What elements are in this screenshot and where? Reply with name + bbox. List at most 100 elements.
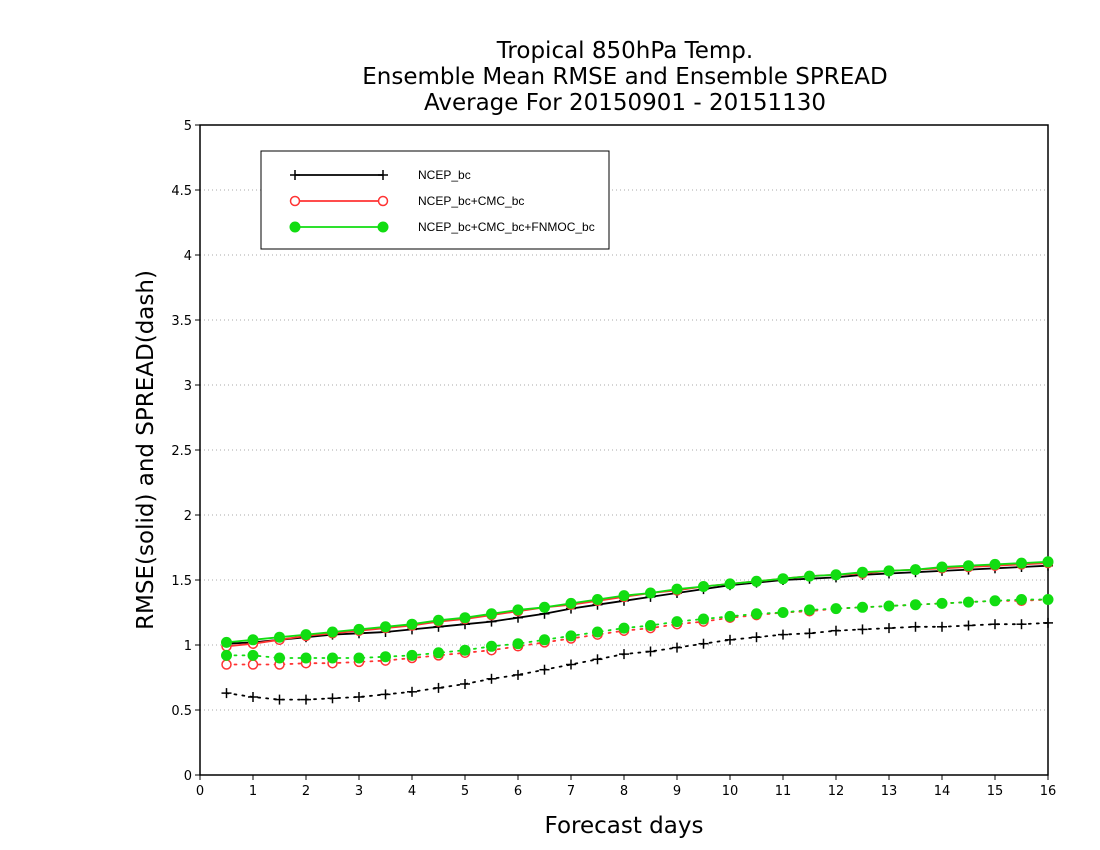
rmse-point-ncep-bc-cmc-bc-fnmoc-bc [645, 587, 656, 599]
spread-point-ncep-bc-cmc-bc-fnmoc-bc [936, 597, 948, 609]
spread-point-ncep-bc-cmc-bc-fnmoc-bc [486, 640, 497, 652]
spread-point-ncep-bc [460, 679, 470, 689]
rmse-point-ncep-bc-cmc-bc-fnmoc-bc [247, 634, 259, 646]
spread-point-ncep-bc-cmc-bc-fnmoc-bc [247, 649, 259, 661]
x-tick-label: 4 [408, 784, 416, 799]
title-line-1: Tropical 850hPa Temp. [496, 38, 753, 64]
spread-point-ncep-bc [698, 638, 709, 649]
spread-point-ncep-bc-cmc-bc-fnmoc-bc [592, 626, 603, 638]
series-layer [221, 556, 1054, 705]
spread-point-ncep-bc [592, 654, 603, 665]
grid [200, 189, 1048, 711]
spread-point-ncep-bc-cmc-bc-fnmoc-bc [857, 601, 868, 613]
spread-point-ncep-bc-cmc-bc-fnmoc-bc [804, 604, 815, 616]
spread-point-ncep-bc-cmc-bc-fnmoc-bc [963, 596, 974, 608]
x-tick-label: 14 [934, 784, 951, 799]
spread-point-ncep-bc [221, 688, 232, 699]
legend-label: NCEP_bc+CMC_bc [418, 194, 524, 208]
spread-point-ncep-bc [248, 692, 258, 702]
rmse-point-ncep-bc-cmc-bc-fnmoc-bc [380, 621, 391, 633]
spread-point-ncep-bc-cmc-bc-fnmoc-bc [300, 652, 312, 664]
spread-point-ncep-bc [725, 634, 735, 645]
spread-point-ncep-bc [566, 659, 576, 670]
legend-item-ncep-bc-cmc-bc: NCEP_bc+CMC_bc [289, 194, 524, 208]
spread-point-ncep-bc [831, 625, 841, 636]
spread-point-ncep-bc [751, 632, 762, 643]
x-axis-label: Forecast days [545, 813, 704, 839]
spread-point-ncep-bc-cmc-bc [221, 659, 232, 670]
spread-point-ncep-bc-cmc-bc-fnmoc-bc [777, 607, 789, 618]
legend-item-ncep-bc-cmc-bc-fnmoc-bc: NCEP_bc+CMC_bc+FNMOC_bc [289, 220, 595, 234]
spread-point-ncep-bc [990, 619, 1000, 630]
rmse-point-ncep-bc-cmc-bc-fnmoc-bc [353, 623, 365, 635]
spread-point-ncep-bc-cmc-bc-fnmoc-bc [645, 620, 656, 631]
rmse-point-ncep-bc-cmc-bc-fnmoc-bc [883, 565, 895, 577]
spread-point-ncep-bc [1016, 619, 1027, 630]
spread-point-ncep-bc-cmc-bc-fnmoc-bc [751, 608, 762, 620]
spread-point-ncep-bc [937, 621, 947, 632]
x-tick-label: 9 [673, 784, 681, 799]
title-line-3: Average For 20150901 - 20151130 [424, 90, 826, 116]
spread-point-ncep-bc [804, 628, 815, 639]
spread-point-ncep-bc [910, 621, 921, 632]
spread-point-ncep-bc-cmc-bc-fnmoc-bc [830, 603, 842, 615]
rmse-point-ncep-bc-cmc-bc-fnmoc-bc [671, 583, 683, 595]
spread-point-ncep-bc-cmc-bc-fnmoc-bc [512, 638, 524, 650]
rmse-point-ncep-bc-cmc-bc-fnmoc-bc [274, 631, 285, 643]
spread-point-ncep-bc-cmc-bc-fnmoc-bc [459, 644, 471, 656]
rmse-point-ncep-bc-cmc-bc-fnmoc-bc [698, 581, 709, 592]
rmse-point-ncep-bc-cmc-bc-fnmoc-bc [592, 594, 603, 605]
rmse-point-ncep-bc-cmc-bc-fnmoc-bc [751, 575, 762, 587]
y-axis-label: RMSE(solid) and SPREAD(dash) [133, 270, 159, 630]
y-tick-label: 5 [184, 119, 192, 134]
y-tick-label: 0 [184, 769, 192, 784]
legend-marker [377, 221, 389, 233]
spread-point-ncep-bc [486, 673, 497, 684]
legend: NCEP_bc NCEP_bc+CMC_bc NCEP_bc+CMC_bc+FNMO… [260, 150, 610, 250]
rmse-point-ncep-bc-cmc-bc-fnmoc-bc [989, 558, 1001, 570]
y-axis: 0 0.5 1 1.5 2 2.5 3 3.5 4 4.5 5 [171, 119, 200, 784]
rmse-point-ncep-bc-cmc-bc-fnmoc-bc [910, 564, 921, 576]
x-tick-label: 15 [987, 784, 1004, 799]
rmse-point-ncep-bc-cmc-bc-fnmoc-bc [724, 578, 736, 590]
legend-box [260, 150, 610, 250]
y-tick-label: 1.5 [171, 574, 192, 589]
y-tick-label: 2.5 [171, 444, 192, 459]
x-tick-label: 7 [567, 784, 575, 799]
rmse-point-ncep-bc-cmc-bc-fnmoc-bc [406, 618, 418, 630]
legend-label: NCEP_bc [418, 168, 471, 182]
rmse-point-ncep-bc-cmc-bc-fnmoc-bc [804, 570, 815, 582]
rmse-line-ncep-bc-cmc-bc-fnmoc-bc [226, 560, 1049, 644]
spread-point-ncep-bc [513, 669, 523, 680]
x-tick-label: 13 [881, 784, 898, 799]
rmse-point-ncep-bc-cmc-bc-fnmoc-bc [963, 560, 974, 572]
spread-point-ncep-bc [327, 693, 338, 704]
x-tick-label: 0 [196, 784, 204, 799]
spread-point-ncep-bc-cmc-bc-fnmoc-bc [565, 630, 577, 642]
rmse-point-ncep-bc-cmc-bc-fnmoc-bc [327, 626, 338, 638]
spread-point-ncep-bc-cmc-bc-fnmoc-bc [698, 613, 709, 625]
x-tick-label: 8 [620, 784, 628, 799]
spread-point-ncep-bc-cmc-bc-fnmoc-bc [989, 595, 1001, 607]
y-tick-label: 2 [184, 509, 192, 524]
rmse-point-ncep-bc-cmc-bc-fnmoc-bc [300, 629, 312, 641]
spread-point-ncep-bc [274, 694, 285, 705]
spread-line-ncep-bc-cmc-bc-fnmoc-bc [225, 598, 1049, 659]
spread-point-ncep-bc [433, 682, 444, 693]
x-tick-label: 6 [514, 784, 522, 799]
spread-point-ncep-bc-cmc-bc-fnmoc-bc [327, 652, 338, 664]
x-tick-label: 5 [461, 784, 469, 799]
spread-point-ncep-bc [645, 646, 656, 657]
legend-marker [289, 195, 301, 207]
rmse-point-ncep-bc-cmc-bc-fnmoc-bc [221, 636, 232, 648]
legend-marker [377, 195, 389, 207]
spread-point-ncep-bc-cmc-bc-fnmoc-bc [671, 616, 683, 628]
spread-point-ncep-bc-cmc-bc-fnmoc-bc [380, 651, 391, 663]
rmse-point-ncep-bc-cmc-bc-fnmoc-bc [565, 597, 577, 609]
x-tick-label: 3 [355, 784, 363, 799]
legend-item-ncep-bc: NCEP_bc [290, 168, 471, 182]
rmse-point-ncep-bc-cmc-bc-fnmoc-bc [486, 608, 497, 620]
spread-point-ncep-bc-cmc-bc-fnmoc-bc [618, 622, 630, 634]
y-tick-label: 4 [184, 249, 192, 264]
